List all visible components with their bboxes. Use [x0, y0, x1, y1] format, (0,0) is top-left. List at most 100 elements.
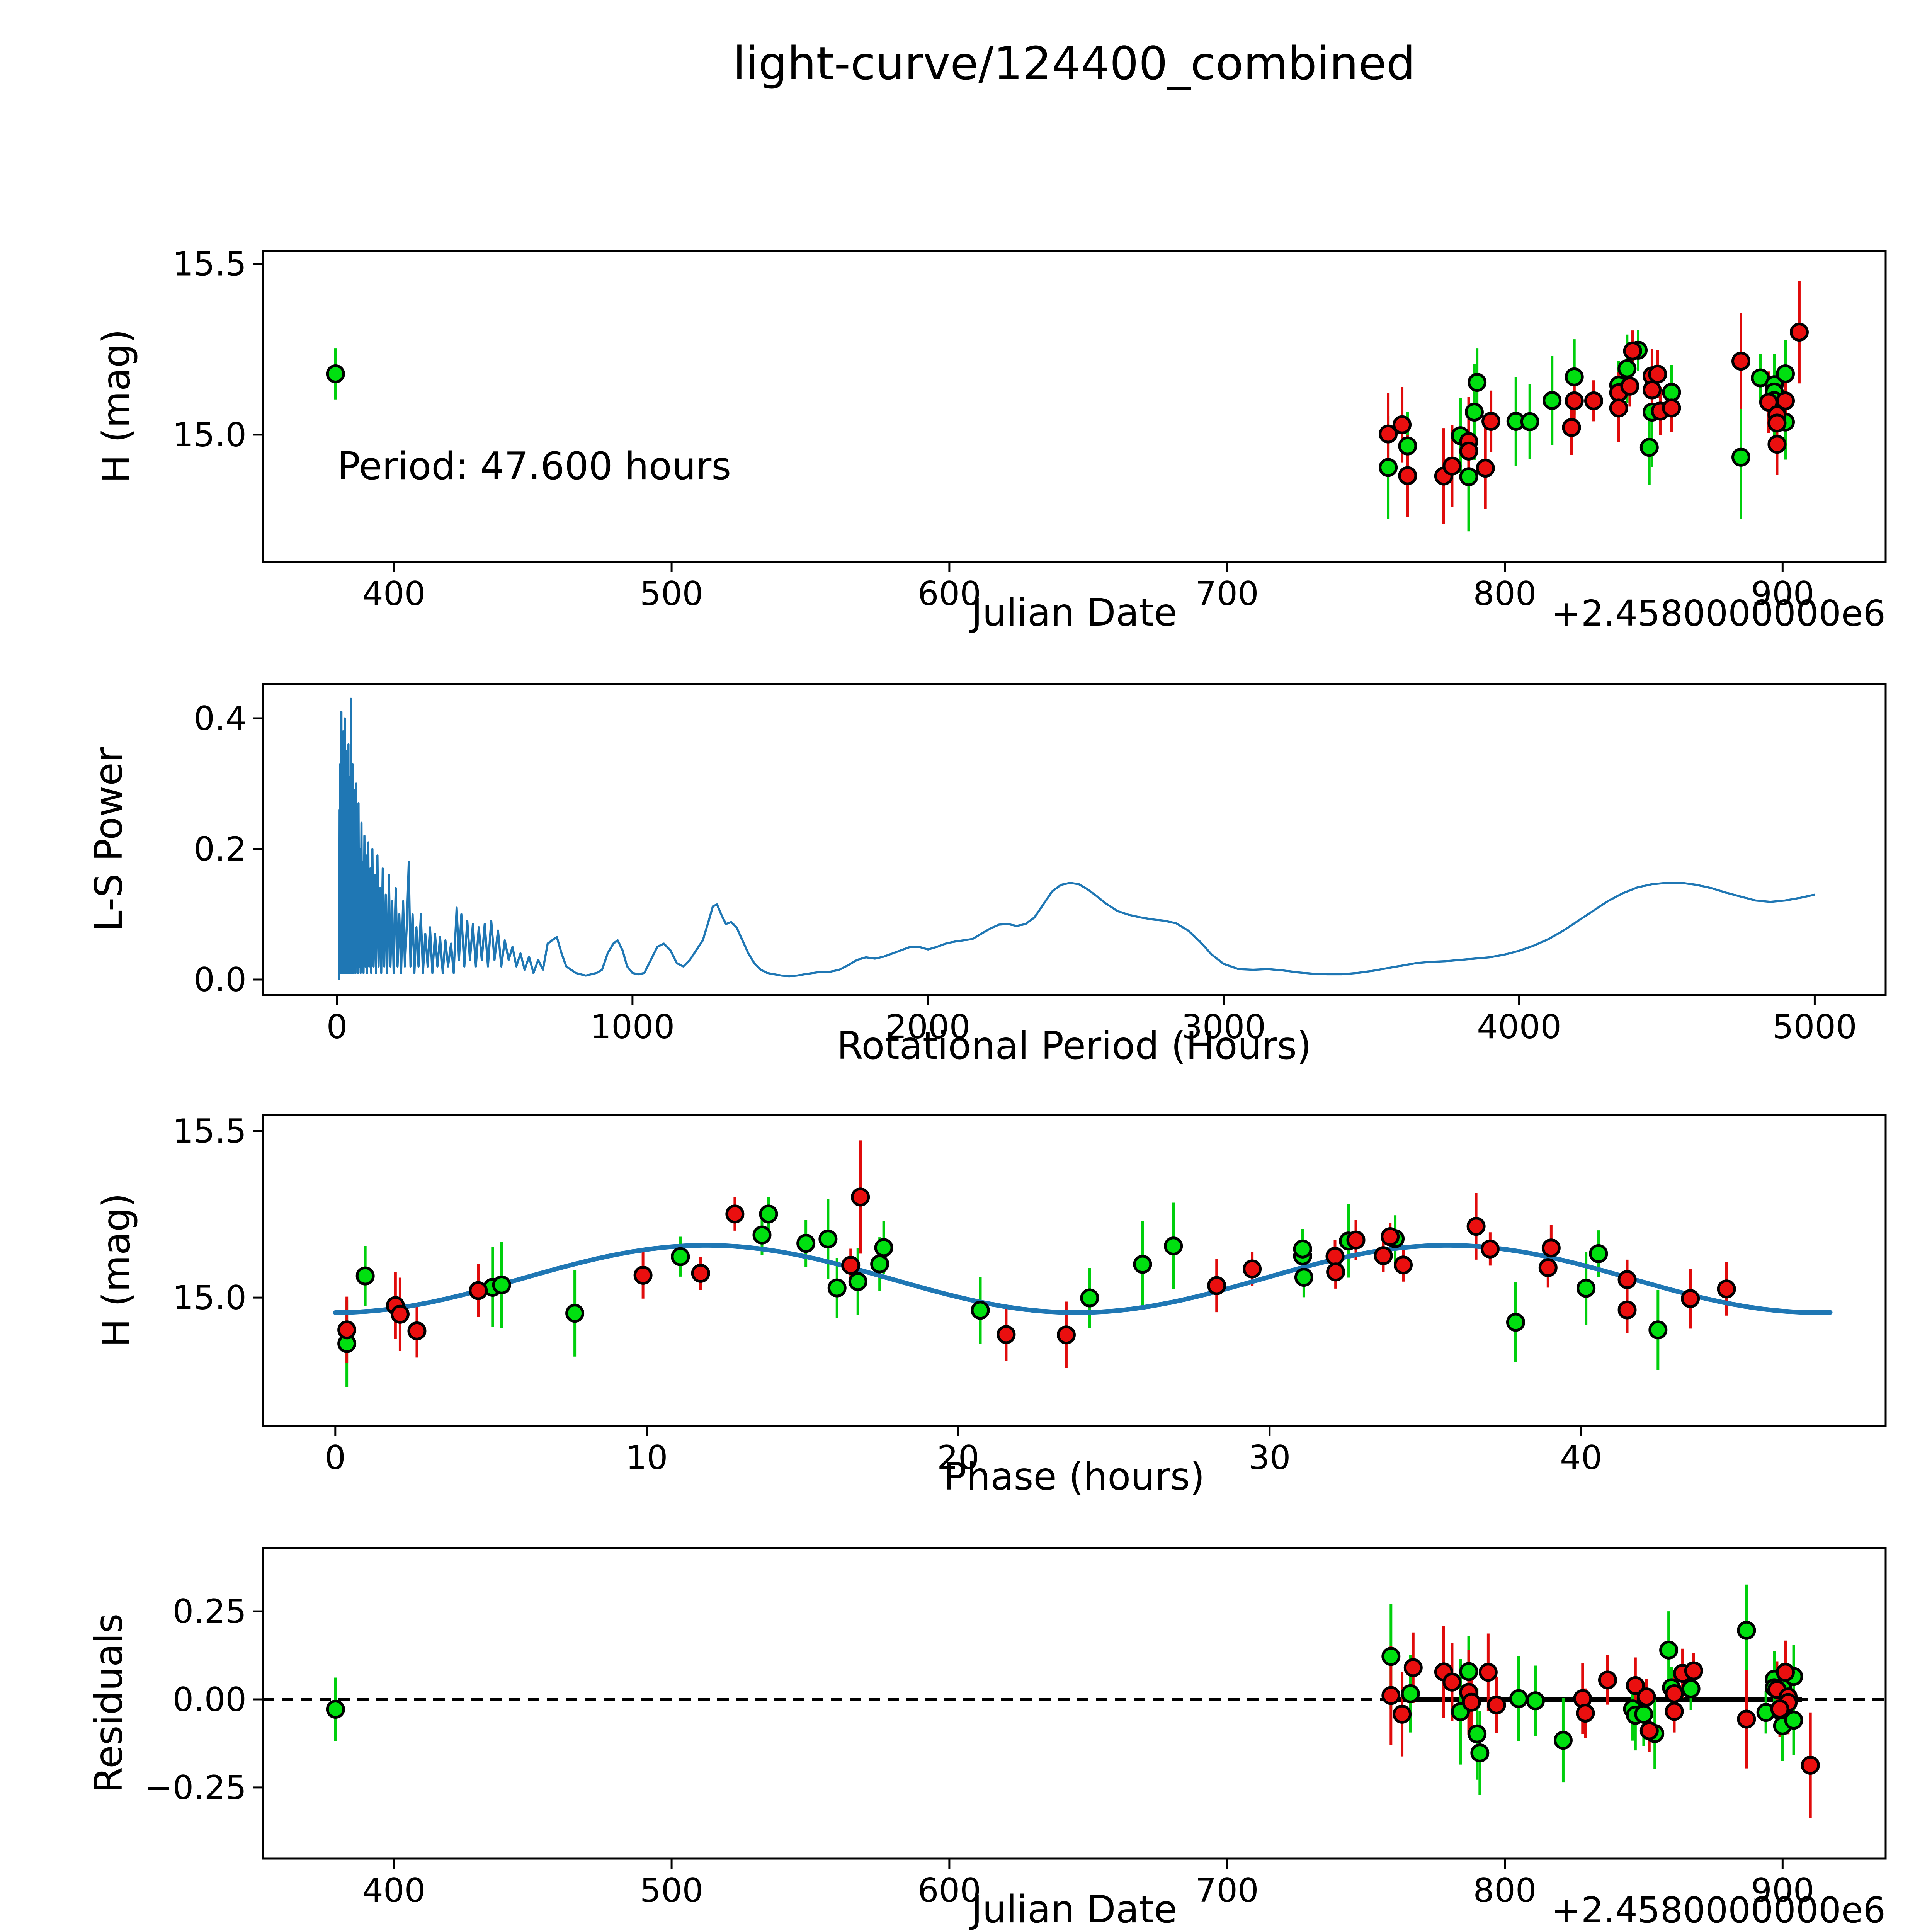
data-point-red — [1562, 418, 1581, 437]
panel-periodogram: L-S Power Rotational Period (Hours) 0 100… — [87, 683, 1887, 1068]
data-point-red — [1642, 380, 1662, 400]
data-point-red — [1801, 1755, 1820, 1775]
y-tick-label: 15.5 — [173, 245, 247, 284]
data-point-red — [1617, 1270, 1637, 1289]
panel-residuals: Residuals Julian Date +2.4580000000e6 40… — [87, 1547, 1887, 1932]
x-tick-label: 5000 — [1772, 1008, 1857, 1046]
x-tick-label: 800 — [1473, 1871, 1536, 1910]
x-tick-label: 40 — [1560, 1439, 1602, 1477]
data-point-red — [1207, 1276, 1226, 1295]
axes-frame — [262, 1547, 1887, 1860]
data-point-green — [1379, 458, 1398, 477]
data-point-red — [1789, 323, 1809, 342]
x-tick-label: 700 — [1196, 575, 1259, 613]
data-point-red — [1462, 1692, 1481, 1712]
data-point-green — [1639, 438, 1659, 457]
axes-frame — [262, 250, 1887, 563]
x-tick-label: 600 — [918, 1871, 981, 1910]
x-tick-label: 600 — [918, 575, 981, 613]
x-tick-label: 0 — [325, 1439, 346, 1477]
data-point-red — [1466, 1217, 1486, 1236]
x-tick-label: 400 — [362, 575, 425, 613]
data-point-red — [1393, 1704, 1412, 1724]
data-point-green — [796, 1234, 816, 1253]
y-tick-label: −0.25 — [145, 1769, 247, 1807]
data-point-green — [1553, 1731, 1573, 1750]
y-tick-label: 15.0 — [173, 416, 247, 454]
data-point-green — [1164, 1236, 1183, 1256]
p3-x-axis-label: Phase (hours) — [944, 1455, 1205, 1499]
x-tick-label: 0 — [327, 1008, 348, 1046]
data-point-green — [1294, 1268, 1313, 1287]
p4-x-axis-offset: +2.4580000000e6 — [1551, 1889, 1886, 1931]
y-tick-label: 0.2 — [194, 830, 247, 869]
data-point-red — [1541, 1238, 1561, 1258]
data-point-red — [1459, 441, 1478, 461]
data-point-green — [1293, 1239, 1312, 1259]
data-point-green — [1526, 1691, 1545, 1711]
data-point-red — [337, 1320, 357, 1340]
data-point-green — [1737, 1621, 1756, 1640]
axes-frame — [262, 683, 1887, 996]
data-point-red — [633, 1265, 653, 1285]
data-point-red — [1379, 424, 1398, 444]
data-point-red — [1737, 1709, 1756, 1729]
data-point-green — [1133, 1255, 1152, 1274]
x-tick-label: 700 — [1196, 1871, 1259, 1910]
data-point-green — [1776, 364, 1795, 383]
data-point-red — [1731, 352, 1751, 371]
p3-y-axis-label: H (mag) — [95, 1193, 139, 1347]
x-tick-label: 20 — [937, 1439, 979, 1477]
data-point-green — [752, 1225, 772, 1245]
data-point-red — [1639, 1721, 1659, 1740]
data-point-red — [1381, 1227, 1400, 1246]
data-point-red — [1598, 1670, 1617, 1690]
data-point-green — [1543, 391, 1562, 410]
data-point-red — [1538, 1258, 1558, 1277]
data-point-red — [407, 1321, 427, 1340]
data-point-red — [1394, 1255, 1413, 1275]
data-point-red — [1476, 459, 1495, 478]
data-point-green — [971, 1301, 990, 1320]
axes-frame — [262, 1114, 1887, 1427]
data-point-green — [1565, 367, 1584, 386]
data-point-red — [1346, 1230, 1366, 1250]
data-point-green — [1470, 1743, 1490, 1763]
data-point-red — [1442, 456, 1462, 476]
x-tick-label: 10 — [626, 1439, 668, 1477]
data-point-red — [1374, 1246, 1393, 1265]
data-point-green — [1731, 447, 1751, 467]
data-point-red — [1381, 1686, 1401, 1705]
p3-plot-area: 0 10 20 30 40 15.0 15.5 — [173, 1112, 1887, 1477]
data-point-green — [1464, 403, 1484, 422]
data-point-green — [1509, 1689, 1528, 1708]
p1-x-axis-label: Julian Date — [969, 591, 1177, 635]
data-point-green — [1468, 1724, 1487, 1743]
data-point-red — [997, 1325, 1016, 1344]
y-tick-label: 0.0 — [194, 961, 247, 999]
p2-plot-area: 0 1000 2000 3000 4000 5000 0.0 0.2 0.4 — [194, 683, 1887, 1046]
data-point-green — [1468, 373, 1487, 392]
data-point-red — [1648, 364, 1667, 384]
data-point-green — [818, 1229, 838, 1248]
data-point-green — [1589, 1244, 1608, 1263]
data-point-red — [1662, 398, 1681, 418]
data-point-green — [1459, 467, 1478, 486]
x-tick-label: 4000 — [1477, 1008, 1561, 1046]
data-point-red — [841, 1256, 861, 1275]
data-point-red — [390, 1304, 410, 1324]
periodogram-line — [338, 697, 1815, 980]
data-point-red — [1776, 391, 1795, 410]
data-point-green — [1617, 359, 1637, 378]
data-point-green — [1681, 1679, 1701, 1699]
data-point-green — [1662, 383, 1681, 402]
data-point-red — [1403, 1658, 1423, 1677]
data-point-red — [1584, 391, 1604, 410]
x-tick-label: 1000 — [590, 1008, 675, 1046]
panel-phased-lightcurve: H (mag) Phase (hours) 0 10 20 30 40 15.0 15.5 — [95, 1112, 1887, 1499]
data-point-red — [1487, 1696, 1506, 1715]
data-point-green — [1398, 436, 1417, 456]
panel-jd-lightcurve: H (mag) Julian Date +2.4580000000e6 Peri… — [95, 245, 1887, 635]
data-point-red — [851, 1187, 870, 1207]
data-point-green — [1634, 1704, 1653, 1724]
